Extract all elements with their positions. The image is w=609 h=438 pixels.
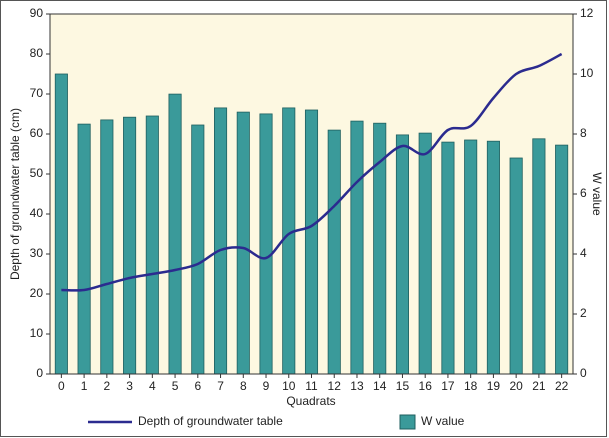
bar <box>259 113 273 375</box>
x-tick-label: 14 <box>373 379 387 393</box>
x-tick-label: 18 <box>464 379 478 393</box>
x-tick-label: 15 <box>396 379 410 393</box>
x-tick-label: 3 <box>126 379 133 393</box>
x-tick-label: 9 <box>263 379 270 393</box>
bar <box>304 109 319 375</box>
y2-tick-label: 4 <box>580 246 587 260</box>
y-tick-label: 20 <box>30 286 44 300</box>
bar <box>327 129 341 375</box>
bar <box>145 115 159 375</box>
x-tick-label: 0 <box>58 379 65 393</box>
bar <box>486 140 500 375</box>
bar <box>555 144 569 375</box>
y-tick-label: 70 <box>30 86 44 100</box>
bar <box>532 138 546 375</box>
y-tick-label: 30 <box>30 246 44 260</box>
y-tick-label: 90 <box>30 6 44 20</box>
legend-label: W value <box>421 414 465 428</box>
bar <box>77 123 91 375</box>
y2-tick-label: 8 <box>580 126 587 140</box>
bar <box>282 107 296 375</box>
bar <box>509 157 523 375</box>
bar <box>54 73 68 375</box>
x-tick-label: 22 <box>555 379 569 393</box>
y-tick-label: 10 <box>30 326 44 340</box>
y-axis-label: Depth of groundwater table (cm) <box>8 108 22 280</box>
bar <box>214 107 228 375</box>
x-tick-label: 20 <box>509 379 523 393</box>
legend-label: Depth of groundwater table <box>138 414 283 428</box>
x-tick-label: 4 <box>149 379 156 393</box>
x-tick-label: 7 <box>217 379 224 393</box>
bar <box>100 119 114 375</box>
legend-swatch <box>399 414 416 430</box>
x-tick-label: 16 <box>419 379 433 393</box>
x-tick-label: 1 <box>81 379 88 393</box>
y-tick-label: 60 <box>30 126 44 140</box>
x-tick-label: 6 <box>194 379 201 393</box>
y2-tick-label: 12 <box>580 6 594 20</box>
y-tick-label: 0 <box>36 366 43 380</box>
bar <box>441 141 455 375</box>
x-tick-label: 11 <box>305 379 318 393</box>
bar <box>464 139 478 375</box>
x-tick-label: 8 <box>240 379 247 393</box>
x-tick-label: 13 <box>350 379 364 393</box>
line <box>61 52 563 292</box>
x-tick-label: 12 <box>328 379 342 393</box>
y2-tick-label: 6 <box>580 186 587 200</box>
bar <box>350 120 364 375</box>
bar <box>191 124 205 375</box>
y2-tick-label: 10 <box>580 66 594 80</box>
bar <box>123 116 137 375</box>
x-tick-label: 2 <box>104 379 111 393</box>
x-tick-label: 21 <box>532 379 546 393</box>
bar <box>236 111 250 375</box>
y2-tick-label: 0 <box>580 366 587 380</box>
y-tick-label: 80 <box>30 46 44 60</box>
bar <box>418 132 432 375</box>
y2-axis-label: W value <box>590 172 604 216</box>
x-tick-label: 5 <box>172 379 179 393</box>
x-axis-label: Quadrats <box>286 394 335 408</box>
x-tick-label: 17 <box>441 379 455 393</box>
y-tick-label: 40 <box>30 206 44 220</box>
bar <box>168 93 182 375</box>
bar <box>395 134 409 375</box>
x-tick-label: 10 <box>282 379 296 393</box>
y-tick-label: 50 <box>30 166 44 180</box>
y2-tick-label: 2 <box>580 306 587 320</box>
x-tick-label: 19 <box>487 379 501 393</box>
